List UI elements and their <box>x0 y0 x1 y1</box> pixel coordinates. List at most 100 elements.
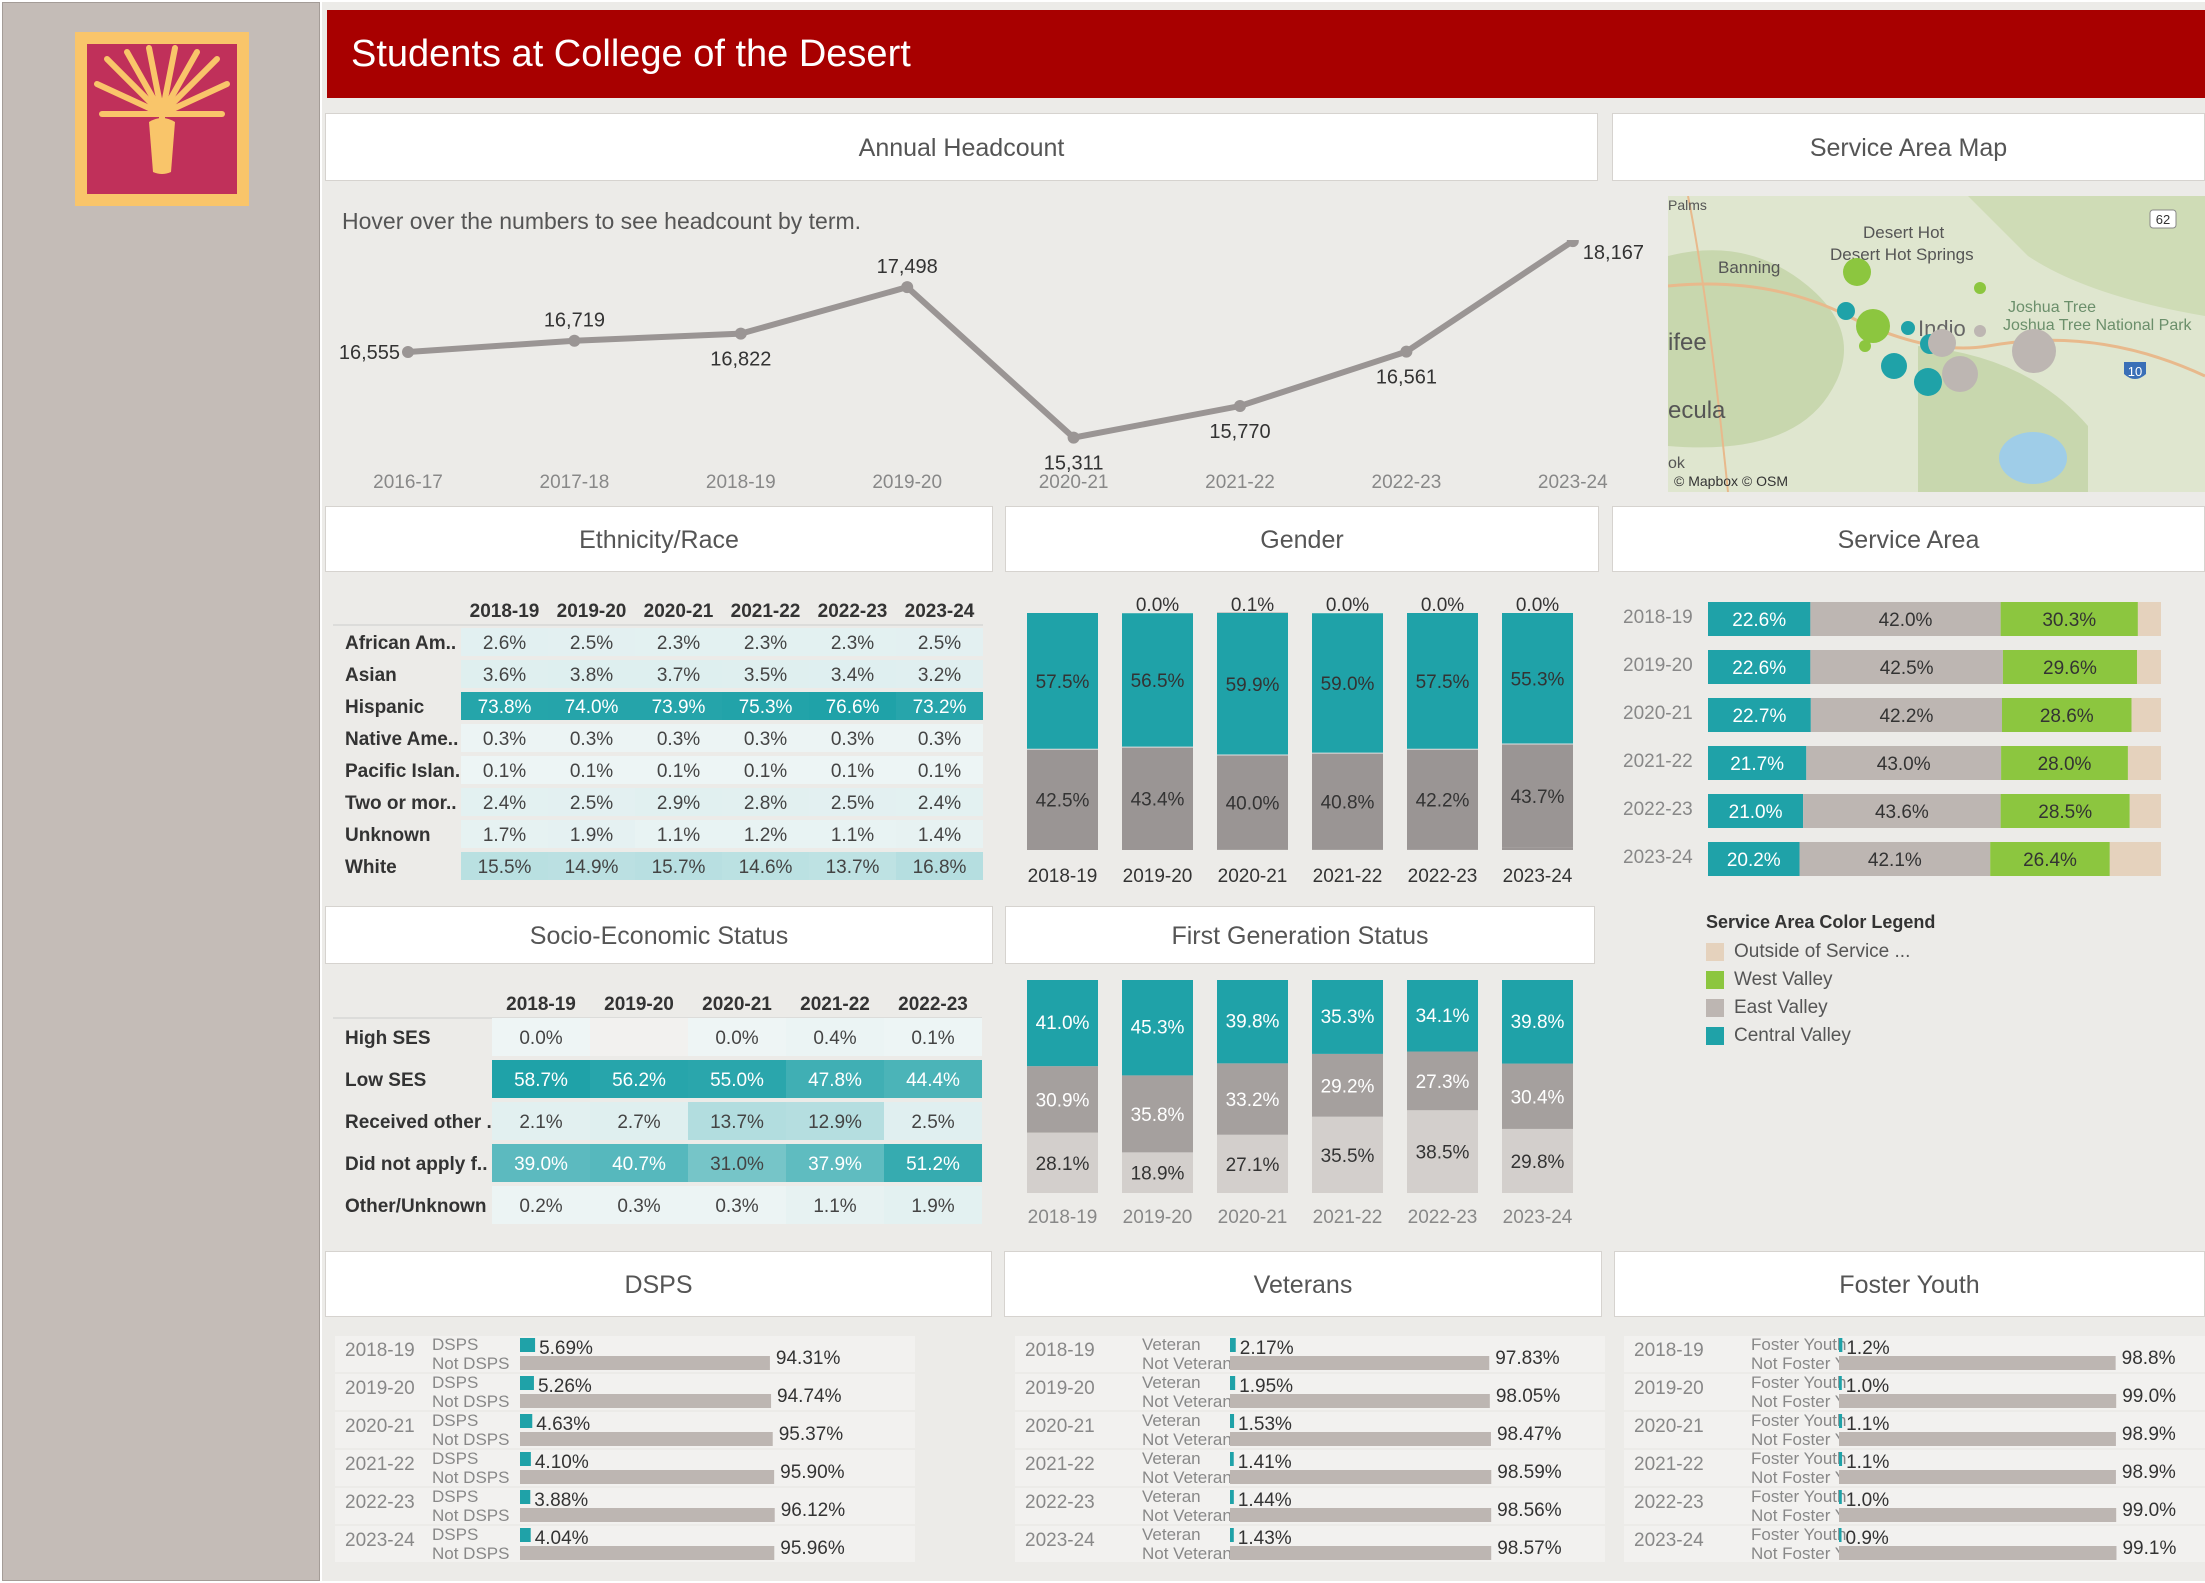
map-point-central[interactable] <box>1914 368 1942 396</box>
bar-label: 55.3% <box>1511 670 1565 691</box>
cell-value: 1.4% <box>918 825 961 846</box>
bar-label: 30.4% <box>1511 1087 1565 1108</box>
map-point-east[interactable] <box>2012 329 2056 373</box>
heat-cell <box>548 628 635 656</box>
bar-b-label: 98.05% <box>1496 1386 1561 1407</box>
bar-a <box>1230 1338 1236 1352</box>
x-tick-label: 2022-23 <box>1408 866 1478 887</box>
heat-cell <box>884 1186 982 1224</box>
heat-cell <box>635 724 722 752</box>
map-point-central[interactable] <box>1881 353 1907 379</box>
headcount-point <box>1234 400 1246 413</box>
map-point-west[interactable] <box>1843 258 1871 286</box>
bar-segment <box>1122 1075 1193 1153</box>
heat-cell <box>809 820 896 848</box>
heat-cell <box>688 1144 786 1182</box>
cell-value: 12.9% <box>808 1112 862 1133</box>
year-label: 2022-23 <box>1025 1492 1095 1513</box>
bar-segment <box>1312 980 1383 1054</box>
bar-label: 35.3% <box>1321 1007 1375 1028</box>
bar-a-label: 4.10% <box>535 1452 589 1473</box>
bar-segment <box>1027 613 1098 750</box>
year-label: 2022-23 <box>1634 1492 1704 1513</box>
legend-item-east[interactable]: East Valley <box>1706 997 1935 1019</box>
map-point-central[interactable] <box>1901 321 1915 335</box>
bar-label: 28.0% <box>2038 754 2092 775</box>
cell-value: 2.5% <box>570 633 613 654</box>
map-point-west[interactable] <box>1859 340 1871 352</box>
bar-label: 39.8% <box>1226 1012 1280 1033</box>
heat-cell <box>896 788 983 816</box>
legend-item-west[interactable]: West Valley <box>1706 969 1935 991</box>
row-label: African Am.. <box>345 633 456 654</box>
map-point-central[interactable] <box>1837 302 1855 320</box>
bar-segment <box>1502 744 1573 848</box>
bar-segment <box>2136 650 2161 684</box>
heat-cell <box>635 692 722 720</box>
bar-label: 30.3% <box>2042 610 2096 631</box>
heat-cell <box>461 628 548 656</box>
map-point-east[interactable] <box>1974 325 1986 337</box>
headcount-header: Annual Headcount <box>325 113 1598 181</box>
bar-segment <box>1312 1053 1383 1117</box>
bar-label: 29.6% <box>2043 658 2097 679</box>
bar-b-label: 94.74% <box>777 1386 842 1407</box>
bar-segment <box>1810 650 2003 684</box>
bar-segment <box>1122 980 1193 1076</box>
map-point-west[interactable] <box>1974 282 1986 294</box>
year-label: 2021-22 <box>1025 1454 1095 1475</box>
year-label: 2021-22 <box>1634 1454 1704 1475</box>
year-label: 2018-19 <box>345 1340 415 1361</box>
map-point-east[interactable] <box>1928 329 1956 357</box>
bar-b <box>520 1546 775 1560</box>
column-header: 2020-21 <box>644 601 714 622</box>
headcount-point <box>1566 240 1579 248</box>
x-tick-label: 2021-22 <box>1313 866 1383 887</box>
map-point-west[interactable] <box>1856 309 1890 343</box>
bar-label: 22.7% <box>1732 706 1786 727</box>
row-label: Did not apply f.. <box>345 1154 488 1175</box>
category-b-label: Not Veteran <box>1142 1392 1232 1411</box>
bar-a <box>520 1414 533 1428</box>
bar-b-label: 98.59% <box>1497 1462 1562 1483</box>
bar-segment <box>2001 698 2132 732</box>
legend-swatch <box>1706 999 1724 1017</box>
legend-item-central[interactable]: Central Valley <box>1706 1025 1935 1047</box>
headcount-label: 16,719 <box>544 310 605 332</box>
bar-b <box>1839 1394 2117 1408</box>
bar-segment <box>2109 842 2161 876</box>
cell-value: 2.4% <box>483 793 526 814</box>
category-b-label: Not DSPS <box>432 1506 509 1525</box>
bar-label: 30.9% <box>1036 1090 1090 1111</box>
column-header: 2021-22 <box>731 601 801 622</box>
x-tick-label: 2019-20 <box>1123 866 1193 887</box>
category-b-label: Not Foster Y.. <box>1751 1468 1853 1487</box>
bar-label: 59.9% <box>1226 675 1280 696</box>
service-area-map[interactable]: 62 10 Desert Hot Desert Hot Springs Bann… <box>1668 196 2205 492</box>
bar-a <box>1230 1490 1234 1504</box>
bar-label: 27.3% <box>1416 1072 1470 1093</box>
ethnicity-table: 2018-19 2019-20 2020-21 2021-22 2022-23 2023-… <box>333 601 983 880</box>
x-tick-label: 2020-21 <box>1218 1207 1288 1228</box>
bar-a-label: 5.26% <box>538 1376 592 1397</box>
row-label: Two or mor.. <box>345 793 457 814</box>
gender-header: Gender <box>1005 506 1599 572</box>
y-tick-label: 2019-20 <box>1623 655 1693 676</box>
palm-tree-icon <box>94 45 230 174</box>
legend-item-outside[interactable]: Outside of Service ... <box>1706 941 1935 963</box>
cell-value: 44.4% <box>906 1070 960 1091</box>
bar-segment <box>1502 1063 1573 1129</box>
x-tick-label: 2021-22 <box>1205 472 1275 493</box>
heat-cell <box>590 1144 688 1182</box>
bar-a-label: 1.0% <box>1846 1376 1889 1397</box>
bar-segment <box>1122 747 1193 850</box>
heat-cell <box>884 1102 982 1140</box>
bar-label: 42.5% <box>1036 791 1090 812</box>
bar-label: 26.4% <box>2023 850 2077 871</box>
row-label: Unknown <box>345 825 431 846</box>
heat-cell <box>896 692 983 720</box>
map-point-east[interactable] <box>1942 356 1978 392</box>
year-label: 2023-24 <box>345 1530 415 1551</box>
column-header: 2018-19 <box>470 601 540 622</box>
